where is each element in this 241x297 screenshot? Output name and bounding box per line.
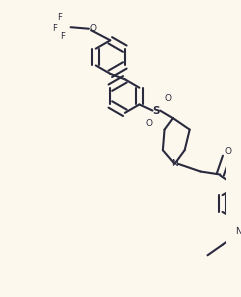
Text: F: F	[52, 24, 57, 33]
Text: N: N	[235, 227, 241, 236]
Text: O: O	[164, 94, 171, 103]
Text: F: F	[58, 13, 62, 22]
Text: S: S	[152, 105, 160, 116]
Text: F: F	[60, 32, 66, 42]
Text: O: O	[89, 24, 96, 33]
Text: O: O	[145, 119, 152, 128]
Text: O: O	[224, 147, 231, 156]
Text: N: N	[171, 159, 178, 168]
